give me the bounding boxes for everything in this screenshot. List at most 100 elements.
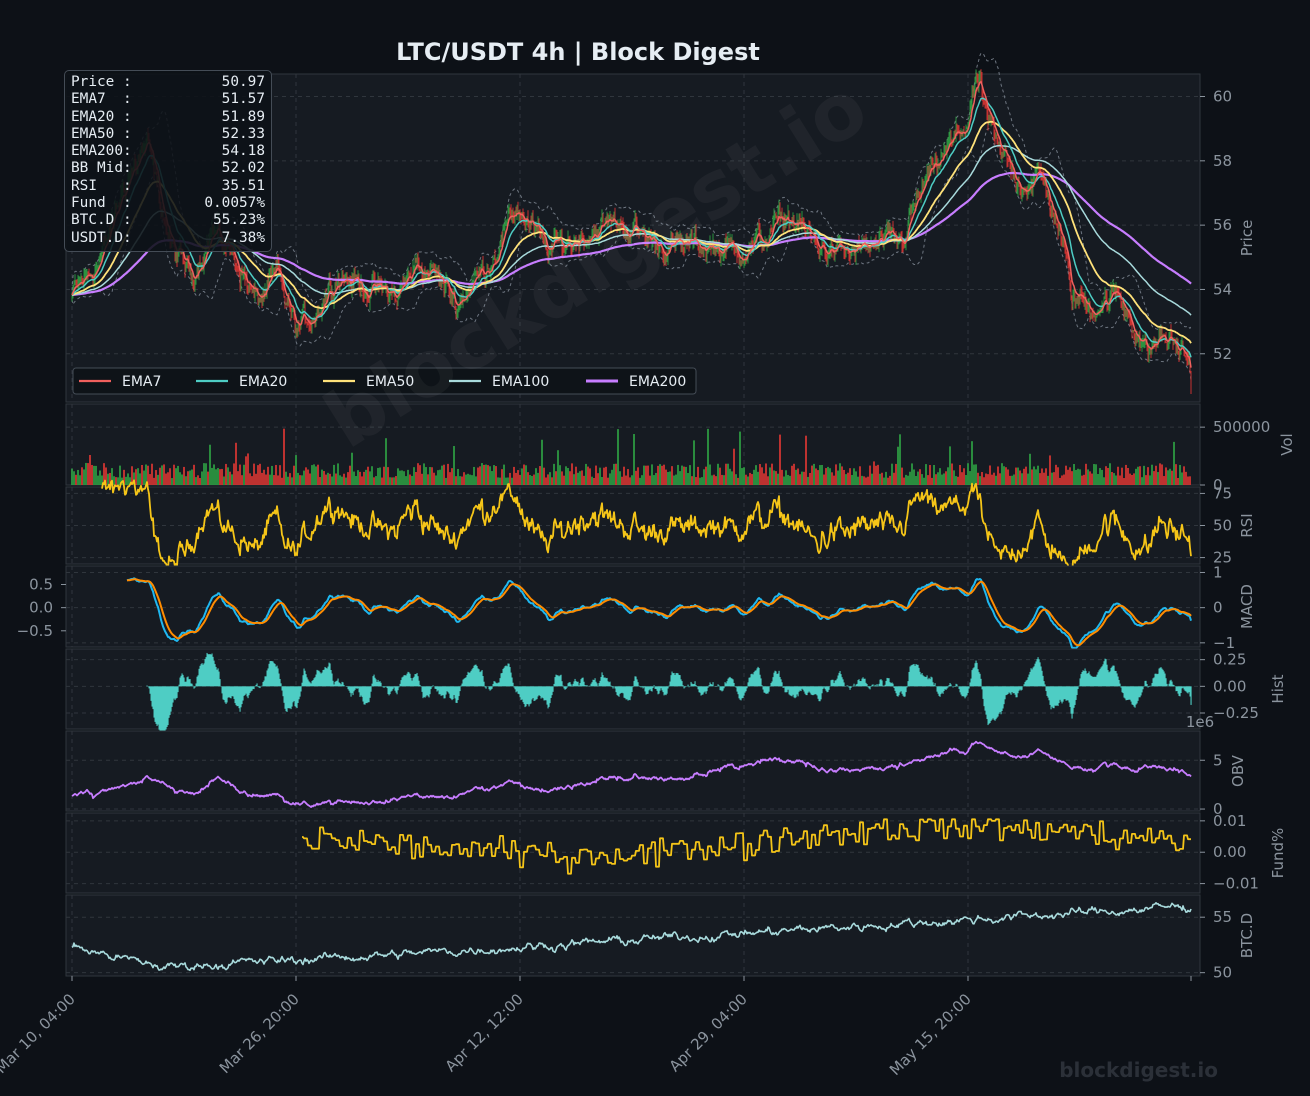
hist-bar-1095 bbox=[1166, 683, 1168, 687]
hist-bar-980 bbox=[1051, 686, 1053, 707]
volume-bar-878 bbox=[949, 446, 951, 485]
volume-bar-604 bbox=[675, 474, 677, 485]
hist-bar-224 bbox=[295, 686, 297, 708]
volume-bar-170 bbox=[241, 475, 243, 485]
volume-bar-1090 bbox=[1161, 464, 1163, 485]
volume-bar-200 bbox=[271, 465, 273, 485]
hist-bar-1089 bbox=[1160, 667, 1162, 687]
volume-bar-24 bbox=[95, 465, 97, 485]
hist-bar-75 bbox=[146, 685, 148, 687]
volume-bar-498 bbox=[569, 471, 571, 485]
hist-bar-597 bbox=[668, 685, 670, 687]
hist-bar-344 bbox=[415, 674, 417, 687]
hist-bar-769 bbox=[840, 674, 842, 687]
hist-bar-582 bbox=[653, 685, 655, 687]
hist-bar-1097 bbox=[1168, 683, 1170, 687]
hist-bar-771 bbox=[842, 679, 844, 687]
volume-bar-300 bbox=[371, 466, 373, 485]
hist-bar-662 bbox=[733, 682, 735, 687]
hist-bar-958 bbox=[1029, 671, 1031, 687]
hist-bar-851 bbox=[922, 675, 924, 687]
hist-bar-833 bbox=[904, 686, 906, 697]
volume-bar-508 bbox=[579, 471, 581, 485]
hist-bar-166 bbox=[237, 686, 239, 707]
hist-bar-605 bbox=[676, 672, 678, 687]
hist-bar-434 bbox=[505, 665, 507, 687]
hist-bar-975 bbox=[1046, 686, 1048, 696]
hist-bar-396 bbox=[467, 671, 469, 687]
hist-bar-602 bbox=[673, 672, 675, 687]
hist-bar-1034 bbox=[1105, 659, 1107, 687]
hist-bar-187 bbox=[258, 686, 260, 688]
hist-bar-587 bbox=[658, 686, 660, 694]
hist-bar-331 bbox=[402, 676, 404, 687]
volume-bar-500 bbox=[571, 463, 573, 485]
hist-bar-1101 bbox=[1172, 684, 1174, 687]
hist-bar-518 bbox=[589, 685, 591, 687]
volume-bar-1026 bbox=[1097, 474, 1099, 485]
hist-bar-913 bbox=[984, 686, 986, 711]
hist-bar-915 bbox=[986, 686, 988, 720]
hist-bar-971 bbox=[1042, 675, 1044, 687]
hist-bar-611 bbox=[682, 685, 684, 687]
hist-bar-825 bbox=[896, 686, 898, 697]
vol-ytick-label: 500000 bbox=[1213, 418, 1270, 436]
hist-bar-522 bbox=[593, 680, 595, 687]
hist-bar-419 bbox=[490, 686, 492, 690]
x-tick-label: Mar 10, 04:00 bbox=[0, 990, 79, 1077]
hist-bar-264 bbox=[335, 681, 337, 687]
hist-bar-521 bbox=[592, 679, 594, 687]
volume-bar-1096 bbox=[1167, 470, 1169, 485]
hist-bar-86 bbox=[157, 686, 159, 725]
volume-bar-828 bbox=[899, 434, 901, 485]
volume-bar-1068 bbox=[1139, 466, 1141, 485]
hist-bar-853 bbox=[924, 676, 926, 687]
bollinger-upper-line bbox=[71, 52, 1192, 330]
hist-bar-1013 bbox=[1084, 668, 1086, 687]
volume-bar-10 bbox=[81, 467, 83, 485]
volume-bar-820 bbox=[891, 463, 893, 485]
hist-bar-903 bbox=[974, 663, 976, 687]
hist-bar-612 bbox=[683, 686, 685, 689]
volume-bar-1064 bbox=[1135, 468, 1137, 485]
hist-bar-427 bbox=[498, 682, 500, 687]
hist-bar-373 bbox=[444, 686, 446, 699]
hist-bar-473 bbox=[544, 686, 546, 701]
volume-bar-576 bbox=[647, 465, 649, 485]
hist-bar-116 bbox=[187, 676, 189, 687]
hist-bar-1019 bbox=[1090, 675, 1092, 687]
hist-bar-584 bbox=[655, 686, 657, 690]
volume-bar-26 bbox=[97, 475, 99, 485]
hist-bar-1107 bbox=[1178, 686, 1180, 696]
volume-bar-264 bbox=[335, 473, 337, 485]
volume-bar-100 bbox=[171, 478, 173, 485]
hist-bar-770 bbox=[841, 677, 843, 687]
hist-bar-779 bbox=[850, 686, 852, 688]
hist-bar-322 bbox=[393, 686, 395, 688]
volume-bar-756 bbox=[827, 466, 829, 485]
volume-bar-766 bbox=[837, 470, 839, 485]
hist-bar-869 bbox=[940, 686, 942, 695]
hist-bar-644 bbox=[715, 686, 717, 687]
hist-bar-225 bbox=[296, 686, 298, 709]
volume-bar-194 bbox=[265, 474, 267, 485]
hist-bar-201 bbox=[272, 661, 274, 687]
hist-bar-1075 bbox=[1146, 683, 1148, 687]
volume-bar-730 bbox=[801, 471, 803, 485]
volume-bar-254 bbox=[325, 474, 327, 485]
hist-bar-483 bbox=[554, 677, 556, 687]
hist-bar-924 bbox=[995, 686, 997, 720]
hist-bar-1015 bbox=[1086, 673, 1088, 687]
volume-bar-66 bbox=[137, 468, 139, 485]
hist-bar-572 bbox=[643, 686, 645, 688]
volume-bar-392 bbox=[463, 472, 465, 485]
hist-bar-807 bbox=[878, 683, 880, 687]
volume-bar-1022 bbox=[1093, 464, 1095, 485]
hist-bar-660 bbox=[731, 678, 733, 687]
hist-bar-577 bbox=[648, 686, 650, 691]
volume-bar-930 bbox=[1001, 463, 1003, 485]
hist-bar-81 bbox=[152, 686, 154, 710]
hist-bar-277 bbox=[348, 686, 350, 691]
hist-bar-701 bbox=[772, 677, 774, 687]
volume-bar-742 bbox=[813, 463, 815, 485]
